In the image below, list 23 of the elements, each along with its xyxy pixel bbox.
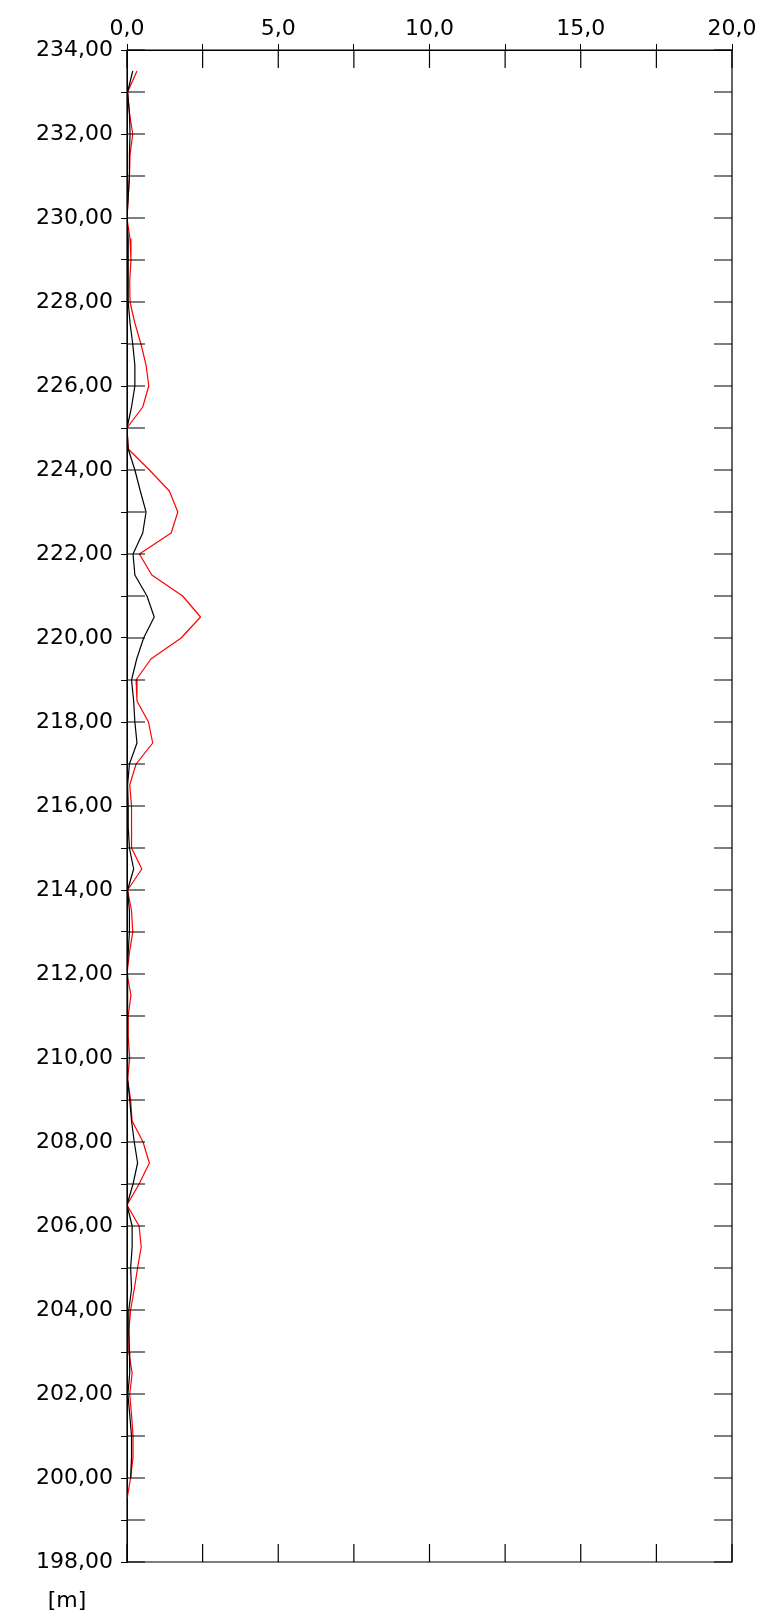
y-tick-label: 204,00 bbox=[36, 1295, 113, 1321]
x-tick-label: 10,0 bbox=[405, 14, 454, 40]
x-tick-label: 20,0 bbox=[707, 14, 757, 40]
y-tick-label: 198,00 bbox=[36, 1547, 113, 1573]
y-tick-label: 208,00 bbox=[36, 1127, 113, 1153]
y-tick-label: 222,00 bbox=[36, 539, 113, 565]
y-tick-label: 226,00 bbox=[36, 371, 113, 397]
y-tick-label: 220,00 bbox=[36, 623, 113, 649]
x-tick-label: 15,0 bbox=[556, 14, 606, 40]
y-tick-label: 216,00 bbox=[36, 791, 113, 817]
y-tick-label: 214,00 bbox=[36, 875, 113, 901]
y-tick-label: 228,00 bbox=[36, 287, 113, 313]
y-tick-label: 230,00 bbox=[36, 203, 113, 229]
y-tick-label: 224,00 bbox=[36, 455, 113, 481]
y-tick-label: 212,00 bbox=[36, 959, 113, 985]
y-tick-label: 232,00 bbox=[36, 119, 113, 145]
y-tick-label: 202,00 bbox=[36, 1379, 113, 1405]
y-tick-label: 218,00 bbox=[36, 707, 113, 733]
y-tick-label: 206,00 bbox=[36, 1211, 113, 1237]
y-tick-label: 210,00 bbox=[36, 1043, 113, 1069]
y-axis-title: [m] bbox=[47, 1586, 87, 1612]
x-tick-label: 5,0 bbox=[260, 14, 296, 40]
y-tick-label: 200,00 bbox=[36, 1463, 113, 1489]
